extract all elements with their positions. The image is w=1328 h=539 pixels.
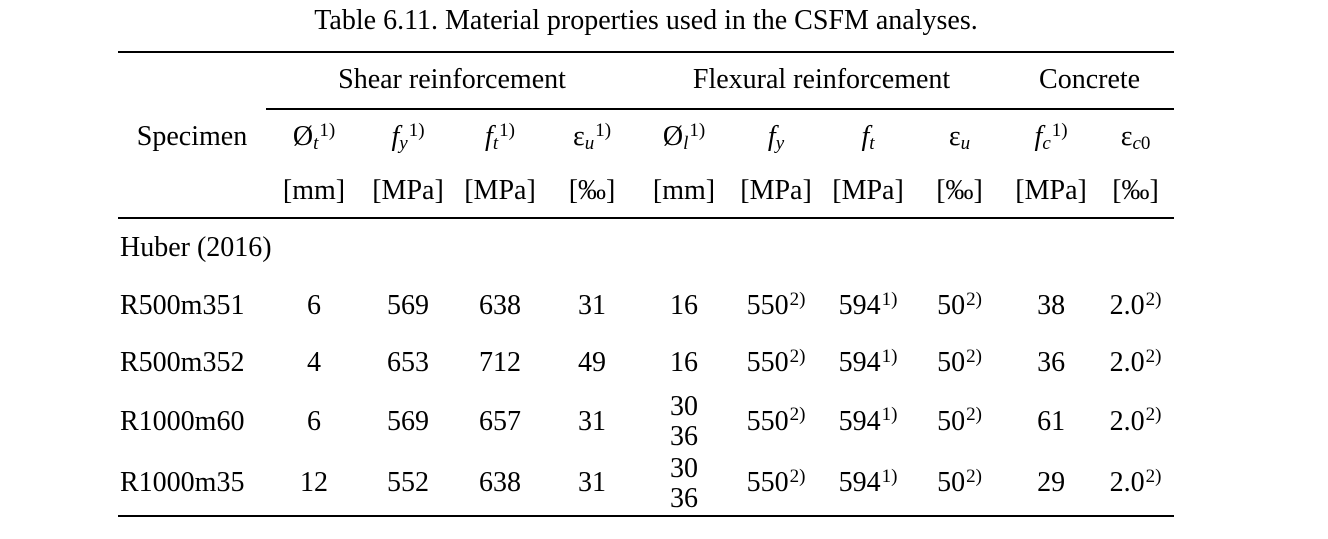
group-header-spacer [118,52,266,109]
table-cell: 502) [937,288,982,322]
table-cell: 569 [387,405,429,437]
table-cell: 569 [387,290,429,322]
table-row: R500m352 4 653 712 49 16 5502) 5941) 502) 36 2.02) [118,335,1174,392]
table-cell: 5502) [746,345,806,379]
table-cell: 2.02) [1109,288,1162,322]
column-header: Øt1) [292,119,336,155]
table-cell: 12 [300,467,328,499]
specimen-cell: R500m351 [120,290,245,322]
group-header-flexural-reinforcement: Flexural reinforcement [638,52,1006,110]
table-row: R1000m60 6 569 657 31 30 36 5502) 5941) 502) 61 2.0… [118,392,1174,452]
table-row: R500m351 6 569 638 31 16 5502) 5941) 502) 38 2.02) [118,278,1174,335]
units-header-row: [mm] [MPa] [MPa] [‰] [mm] [MPa] [MPa] [‰] [MPa][… [118,165,1175,219]
table-cell: 657 [479,405,521,437]
table-cell: 16 [670,290,699,322]
table-cell: 2.02) [1109,465,1162,499]
table-body: Huber (2016) R500m351 6 569 638 31 16 5502) 5941… [118,218,1174,516]
table-cell: 5502) [746,288,806,322]
table-cell: 5941) [838,345,898,379]
column-header: ft [861,121,875,155]
table-cell: 552 [387,467,429,499]
unit-header: [MPa] [730,165,823,219]
table-cell: 502) [937,345,982,379]
table-cell: 6 [307,405,321,437]
section-label: Huber (2016) [120,232,272,264]
column-header: Øl1) [662,119,706,155]
column-header: fy [767,121,785,155]
unit-header [118,165,266,219]
table-cell: 29 [1037,467,1066,499]
unit-header: [‰] [1097,165,1175,219]
table-cell: 5502) [746,465,806,499]
table-cell: 49 [578,347,607,379]
table-cell: 31 [578,467,607,499]
unit-header: [MPa] [1005,165,1098,219]
table-cell: 712 [479,347,521,379]
table-cell: 502) [937,404,982,437]
table-cell: 5502) [746,404,806,437]
table-cell: 4 [307,347,321,379]
unit-header: [mm] [266,165,362,219]
table-cell: 638 [479,467,521,499]
section-row: Huber (2016) [118,218,1174,278]
specimen-cell: R1000m60 [120,405,245,437]
column-header: fc1) [1034,119,1068,155]
material-properties-table: Shear reinforcement Flexural reinforcemen… [118,51,1175,517]
table-cell: 5941) [838,465,898,499]
unit-header: [‰] [546,165,639,219]
table-row: R1000m35 12 552 638 31 30 36 5502) 5941) 502) 29 2.… [118,452,1174,516]
table-cell: 61 [1037,405,1066,437]
table-cell: 30 36 [670,452,699,514]
column-header: εc0 [1120,121,1151,155]
table-cell: 16 [670,347,699,379]
unit-header: [MPa] [454,165,546,219]
column-header: εu1) [572,119,612,155]
table-cell: 653 [387,347,429,379]
symbol-header-row: Specimen Øt1) fy1) ft1) εu1) Øl1) fy ft εu fc1) εc… [118,109,1174,165]
table-cell: 5941) [838,288,898,322]
column-header: fy1) [391,119,425,155]
table-cell: 36 [1037,347,1066,379]
table-cell: 2.02) [1109,345,1162,379]
table-cell: 2.02) [1109,404,1162,437]
table-cell: 31 [578,290,607,322]
column-header: Specimen [136,120,248,152]
table-cell: 6 [307,290,321,322]
unit-header: [MPa] [362,165,454,219]
table-head: Shear reinforcement Flexural reinforcemen… [118,52,1175,219]
table-cell: 31 [578,405,607,437]
column-header: ft1) [485,119,515,155]
table-cell: 638 [479,290,521,322]
specimen-cell: R1000m35 [120,467,245,499]
specimen-cell: R500m352 [120,347,245,379]
table-cell: 30 36 [670,391,699,452]
table-caption: Table 6.11. Material properties used in … [314,5,978,36]
group-header-row: Shear reinforcement Flexural reinforcemen… [118,52,1175,110]
table-cell: 502) [937,465,982,499]
column-header: εu [948,121,971,155]
table-cell: 38 [1037,290,1066,322]
group-header-shear-reinforcement: Shear reinforcement [266,52,639,110]
table-cell: 5941) [838,404,898,437]
unit-header: [‰] [914,165,1006,219]
unit-header: [MPa] [822,165,915,219]
group-header-concrete: Concrete [1005,52,1175,110]
unit-header: [mm] [638,165,731,219]
